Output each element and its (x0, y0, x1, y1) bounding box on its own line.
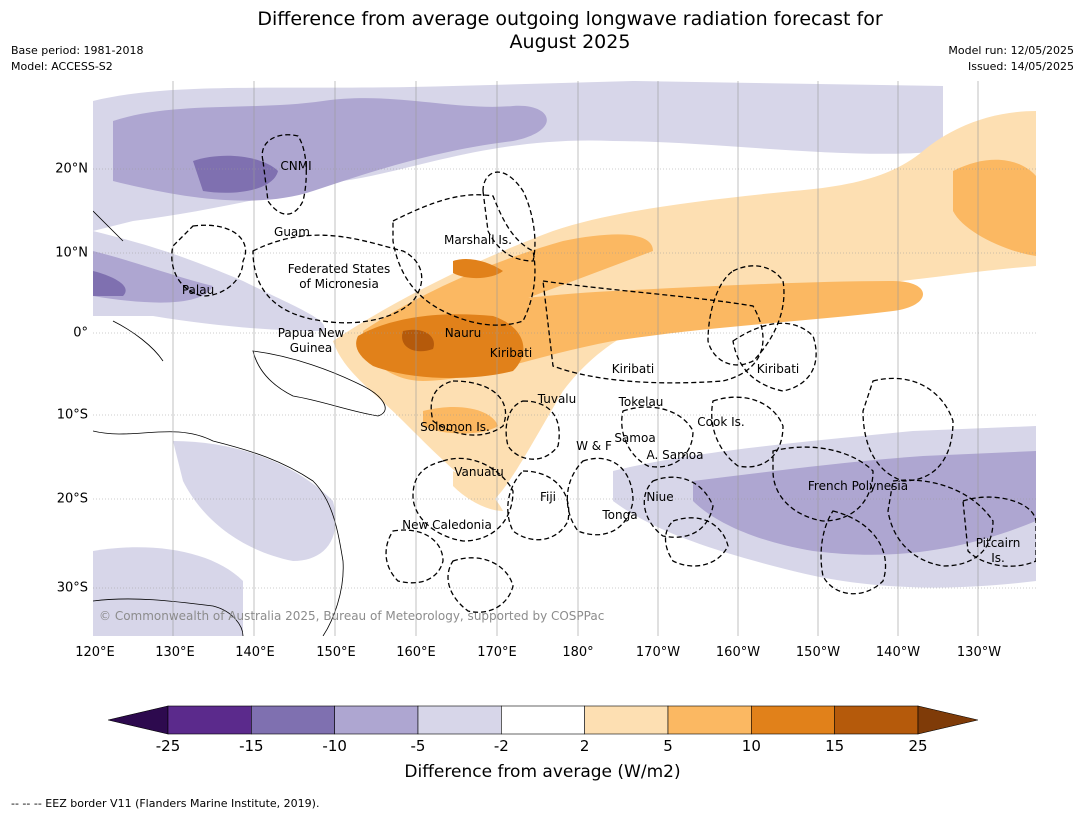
y-tick: 10°N (55, 245, 88, 261)
label-solomon: Solomon Is. (420, 420, 490, 434)
colorbar-tick-label: 5 (663, 737, 673, 755)
x-tick: 150°W (795, 645, 841, 660)
x-tick: 130°E (155, 645, 195, 660)
x-tick: 140°W (875, 645, 921, 660)
map-plot: CNMI Guam Marshall Is. Federated States … (93, 81, 1036, 636)
colorbar-tick-label: -5 (410, 737, 426, 755)
eez-legend-footer: -- -- -- EEZ border V11 (Flanders Marine… (11, 797, 320, 810)
model-run: Model run: 12/05/2025 (948, 44, 1074, 57)
label-kiribati-west: Kiribati (490, 346, 532, 360)
label-tuvalu: Tuvalu (537, 392, 577, 406)
meta-right: Model run: 12/05/2025 Issued: 14/05/2025 (948, 43, 1074, 75)
colorbar-tick-label: -25 (155, 737, 181, 755)
label-pitcairn-1: Pitcairn (976, 536, 1021, 550)
label-marshall: Marshall Is. (444, 233, 512, 247)
x-tick: 170°W (635, 645, 681, 660)
colorbar-tick-label: -2 (493, 737, 509, 755)
region-labels: CNMI Guam Marshall Is. Federated States … (182, 159, 1020, 565)
coastlines (93, 210, 386, 636)
colorbar-cell (251, 705, 335, 735)
x-tick: 150°E (316, 645, 356, 660)
colorbar (108, 705, 978, 735)
label-fiji: Fiji (540, 490, 556, 504)
title-line-1: Difference from average outgoing longwav… (257, 8, 883, 30)
label-cook: Cook Is. (697, 415, 744, 429)
issued-date: Issued: 14/05/2025 (967, 60, 1074, 73)
x-tick: 170°E (477, 645, 517, 660)
label-niue: Niue (646, 490, 673, 504)
colorbar-cell (167, 705, 252, 735)
label-new-caledonia: New Caledonia (402, 518, 492, 532)
label-kiribati-east: Kiribati (757, 362, 799, 376)
colorbar-cell (334, 705, 419, 735)
colorbar-tick-label: 10 (741, 737, 761, 755)
x-tick: 120°E (75, 645, 115, 660)
label-pitcairn-2: Is. (991, 551, 1005, 565)
label-samoa: Samoa (614, 431, 655, 445)
colorbar-tick-label: -15 (239, 737, 264, 755)
chart-title: Difference from average outgoing longwav… (0, 8, 1085, 54)
label-png-1: Papua New (278, 326, 345, 340)
meta-left: Base period: 1981-2018 Model: ACCESS-S2 (11, 43, 143, 75)
colorbar-cells (108, 705, 978, 735)
colorbar-tick-label: 2 (579, 737, 590, 755)
y-tick: 20°N (55, 161, 88, 177)
colorbar-extend-high (917, 705, 978, 735)
label-guam: Guam (274, 225, 310, 239)
label-tokelau: Tokelau (618, 395, 664, 409)
y-tick: 30°S (56, 580, 88, 596)
label-tonga: Tonga (601, 508, 637, 522)
base-period: Base period: 1981-2018 (11, 44, 144, 57)
label-cnmi: CNMI (280, 159, 311, 173)
title-line-2: August 2025 (509, 31, 631, 53)
label-fsm-1: Federated States (288, 262, 390, 276)
eez-borders (171, 134, 1036, 613)
label-american-samoa: A. Samoa (647, 448, 704, 462)
x-tick: 140°E (235, 645, 275, 660)
label-fsm-2: of Micronesia (299, 277, 379, 291)
label-kiribati-central: Kiribati (612, 362, 654, 376)
label-palau: Palau (182, 283, 214, 297)
y-tick: 0° (73, 325, 88, 341)
colorbar-cell (834, 705, 919, 735)
label-french-polynesia: French Polynesia (808, 479, 908, 493)
label-wallis-futuna: W & F (576, 439, 612, 453)
colorbar-cell (667, 705, 752, 735)
model-name: Model: ACCESS-S2 (11, 60, 113, 73)
colorbar-cell (751, 705, 835, 735)
colorbar-title: Difference from average (W/m2) (404, 762, 681, 782)
colorbar-tick-label: -10 (322, 737, 347, 755)
x-tick: 160°E (396, 645, 436, 660)
label-nauru: Nauru (445, 326, 481, 340)
colorbar-cell (584, 705, 669, 735)
x-tick: 180° (562, 645, 594, 660)
copyright-notice: © Commonwealth of Australia 2025, Bureau… (99, 609, 605, 623)
colorbar-tick-label: 15 (825, 737, 845, 755)
colorbar-cell (501, 705, 585, 735)
label-vanuatu: Vanuatu (454, 465, 504, 479)
y-tick: 20°S (56, 491, 88, 507)
y-tick: 10°S (56, 407, 88, 423)
colorbar-tick-label: 25 (908, 737, 928, 755)
colorbar-cell (417, 705, 502, 735)
anomaly-shading (93, 81, 1036, 636)
x-tick: 130°W (956, 645, 1002, 660)
x-tick: 160°W (715, 645, 761, 660)
label-png-2: Guinea (290, 341, 333, 355)
colorbar-extend-low (108, 705, 169, 735)
